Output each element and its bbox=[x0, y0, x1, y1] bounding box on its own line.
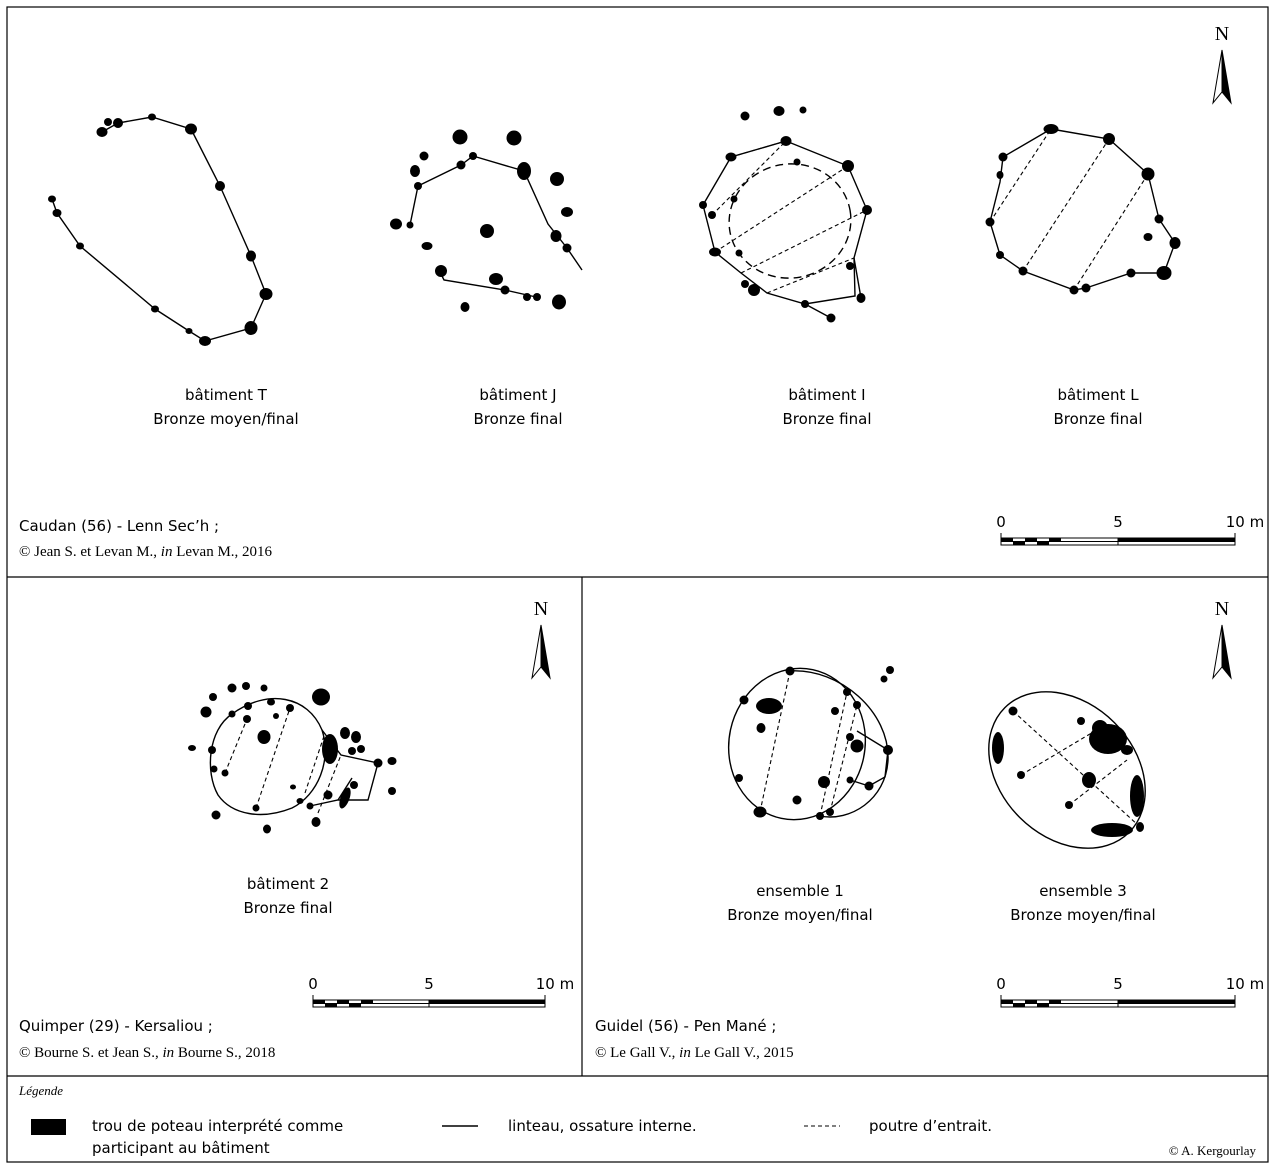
outer-frame bbox=[6, 6, 1269, 1163]
scale-bar-caudan: 0 5 10 m bbox=[996, 513, 1264, 546]
legend-post-hole-line1: trou de poteau interprété comme bbox=[92, 1117, 343, 1135]
period-batiment-L: Bronze final bbox=[1054, 410, 1143, 428]
period-ensemble-3: Bronze moyen/final bbox=[1010, 906, 1155, 924]
caption-batiment-J: bâtiment J bbox=[479, 386, 556, 404]
scale-bar-guidel: 0 5 10 m bbox=[996, 975, 1264, 1008]
svg-text:N: N bbox=[1215, 23, 1229, 45]
svg-text:N: N bbox=[534, 598, 548, 620]
period-batiment-I: Bronze final bbox=[783, 410, 872, 428]
period-batiment-T: Bronze moyen/final bbox=[153, 410, 298, 428]
legend-post-hole-line2: participant au bâtiment bbox=[92, 1139, 270, 1157]
plan-ensemble-1 bbox=[727, 666, 894, 821]
plan-batiment-I bbox=[699, 106, 872, 323]
svg-text:10 m: 10 m bbox=[1226, 975, 1264, 993]
plan-ensemble-3 bbox=[988, 691, 1146, 849]
caption-batiment-I: bâtiment I bbox=[788, 386, 865, 404]
site-quimper: Quimper (29) - Kersaliou ; bbox=[19, 1017, 213, 1035]
legend-post-hole-swatch bbox=[31, 1119, 66, 1135]
copyright-author: © A. Kergourlay bbox=[1169, 1143, 1257, 1158]
caption-batiment-2: bâtiment 2 bbox=[247, 875, 329, 893]
svg-text:0: 0 bbox=[308, 975, 318, 993]
period-ensemble-1: Bronze moyen/final bbox=[727, 906, 872, 924]
north-arrow-quimper: N bbox=[531, 598, 551, 680]
north-arrow-guidel: N bbox=[1212, 598, 1232, 680]
legend-title: Légende bbox=[18, 1083, 63, 1098]
plan-batiment-2 bbox=[188, 682, 397, 834]
svg-text:N: N bbox=[1215, 598, 1229, 620]
svg-text:5: 5 bbox=[424, 975, 434, 993]
caption-ensemble-3: ensemble 3 bbox=[1039, 882, 1127, 900]
plan-batiment-L bbox=[985, 124, 1181, 295]
legend-dashed-line-label: poutre d’entrait. bbox=[869, 1117, 992, 1135]
svg-text:5: 5 bbox=[1113, 975, 1123, 993]
plan-batiment-T bbox=[48, 113, 273, 346]
caption-ensemble-1: ensemble 1 bbox=[756, 882, 844, 900]
caption-batiment-L: bâtiment L bbox=[1057, 386, 1139, 404]
caption-batiment-T: bâtiment T bbox=[185, 386, 268, 404]
period-batiment-J: Bronze final bbox=[474, 410, 563, 428]
site-caudan: Caudan (56) - Lenn Sec’h ; bbox=[19, 517, 219, 535]
svg-text:0: 0 bbox=[996, 975, 1006, 993]
credit-quimper: © Bourne S. et Jean S., in Bourne S., 20… bbox=[19, 1045, 275, 1061]
north-arrow-caudan: N bbox=[1212, 23, 1232, 105]
svg-text:5: 5 bbox=[1113, 513, 1123, 531]
scale-bar-quimper: 0 5 10 m bbox=[308, 975, 574, 1008]
site-guidel: Guidel (56) - Pen Mané ; bbox=[595, 1017, 776, 1035]
svg-text:0: 0 bbox=[996, 513, 1006, 531]
credit-caudan: © Jean S. et Levan M., in Levan M., 2016 bbox=[19, 544, 273, 560]
credit-guidel: © Le Gall V., in Le Gall V., 2015 bbox=[595, 1045, 794, 1061]
legend-solid-line-label: linteau, ossature interne. bbox=[508, 1117, 697, 1135]
plan-batiment-J bbox=[390, 129, 583, 312]
svg-text:10 m: 10 m bbox=[536, 975, 574, 993]
period-batiment-2: Bronze final bbox=[244, 899, 333, 917]
svg-text:10 m: 10 m bbox=[1226, 513, 1264, 531]
